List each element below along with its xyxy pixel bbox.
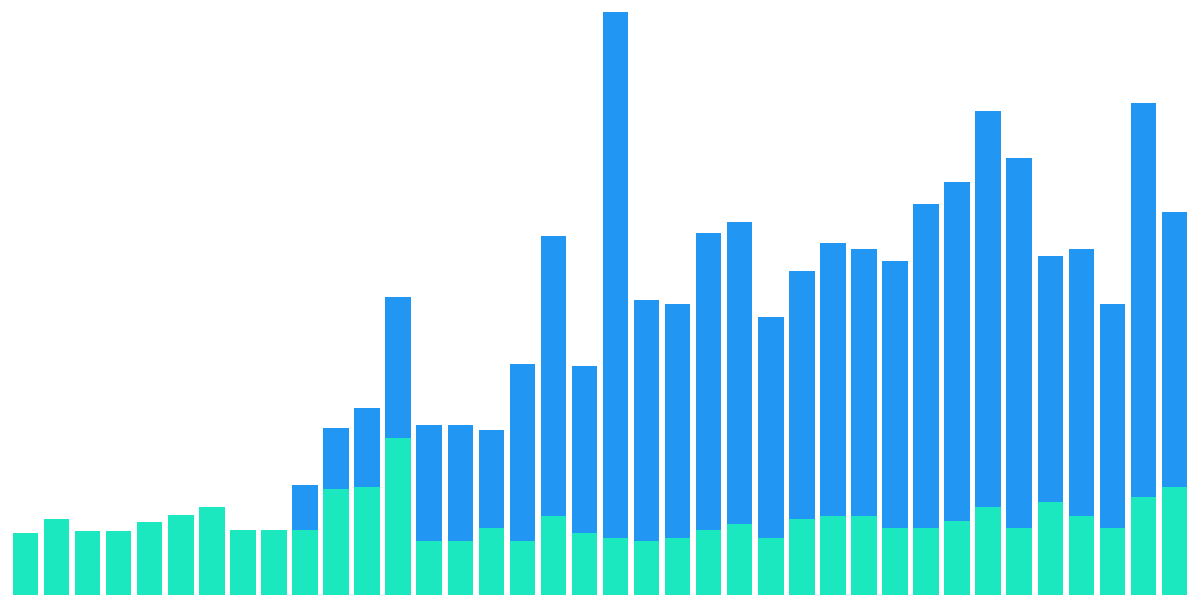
bar-segment-a xyxy=(448,541,473,595)
bar-segment-a xyxy=(882,528,907,595)
bar-segment-b xyxy=(1038,256,1063,502)
bar-segment-a xyxy=(820,516,845,595)
bar-segment-a xyxy=(75,531,100,595)
bar-segment-b xyxy=(292,485,317,530)
bar-segment-b xyxy=(758,317,783,538)
bar-segment-a xyxy=(696,530,721,595)
bar-segment-b xyxy=(510,364,535,541)
bar-segment-a xyxy=(572,533,597,595)
bar-segment-a xyxy=(416,541,441,595)
stacked-bar-chart xyxy=(0,0,1200,600)
bar-segment-b xyxy=(1131,103,1156,496)
bar-segment-b xyxy=(479,430,504,528)
bar-segment-b xyxy=(1069,249,1094,516)
bar-segment-a xyxy=(13,533,38,595)
bar-segment-a xyxy=(199,507,224,596)
bar-segment-a xyxy=(323,489,348,595)
bar-segment-a xyxy=(975,507,1000,596)
bar-segment-a xyxy=(292,530,317,595)
bar-segment-a xyxy=(510,541,535,595)
bar-segment-a xyxy=(727,524,752,595)
bar-segment-a xyxy=(1069,516,1094,595)
bar-segment-b xyxy=(1006,158,1031,528)
bar-segment-a xyxy=(1006,528,1031,595)
bar-segment-a xyxy=(168,515,193,595)
bar-segment-b xyxy=(696,233,721,530)
bar-segment-a xyxy=(230,530,255,595)
bar-segment-b xyxy=(913,204,938,529)
bar-segment-a xyxy=(665,538,690,595)
bar-segment-a xyxy=(1131,497,1156,595)
bar-segment-a xyxy=(634,541,659,595)
bar-segment-a xyxy=(603,538,628,595)
bar-segment-b xyxy=(1100,304,1125,528)
bar-segment-b xyxy=(572,366,597,533)
bar-segment-a xyxy=(851,516,876,595)
bar-segment-a xyxy=(913,528,938,595)
bar-segment-b xyxy=(975,111,1000,506)
bar-segment-b xyxy=(541,236,566,516)
bar-segment-b xyxy=(851,249,876,516)
bar-segment-b xyxy=(789,271,814,520)
bar-segment-b xyxy=(820,243,845,516)
bar-segment-b xyxy=(1162,212,1187,487)
bar-segment-b xyxy=(323,428,348,489)
bar-segment-b xyxy=(665,304,690,538)
bar-segment-a xyxy=(541,516,566,595)
bar-segment-a xyxy=(758,538,783,595)
bar-segment-a xyxy=(385,438,410,595)
bar-segment-a xyxy=(106,531,131,595)
bar-segment-b xyxy=(354,408,379,487)
bar-segment-a xyxy=(479,528,504,595)
bar-segment-b xyxy=(944,182,969,521)
bar-segment-a xyxy=(789,519,814,595)
bar-segment-a xyxy=(354,487,379,595)
bar-segment-b xyxy=(385,297,410,438)
bar-segment-a xyxy=(261,530,286,595)
bar-segment-b xyxy=(634,300,659,541)
bar-segment-a xyxy=(137,522,162,595)
bar-segment-b xyxy=(882,261,907,528)
bar-segment-b xyxy=(727,222,752,524)
bar-segment-a xyxy=(1038,502,1063,595)
bar-segment-b xyxy=(603,12,628,538)
bar-segment-a xyxy=(1100,528,1125,595)
bar-segment-a xyxy=(1162,487,1187,595)
bar-segment-b xyxy=(448,425,473,541)
bar-segment-a xyxy=(944,521,969,595)
bar-segment-b xyxy=(416,425,441,541)
bar-segment-a xyxy=(44,519,69,595)
